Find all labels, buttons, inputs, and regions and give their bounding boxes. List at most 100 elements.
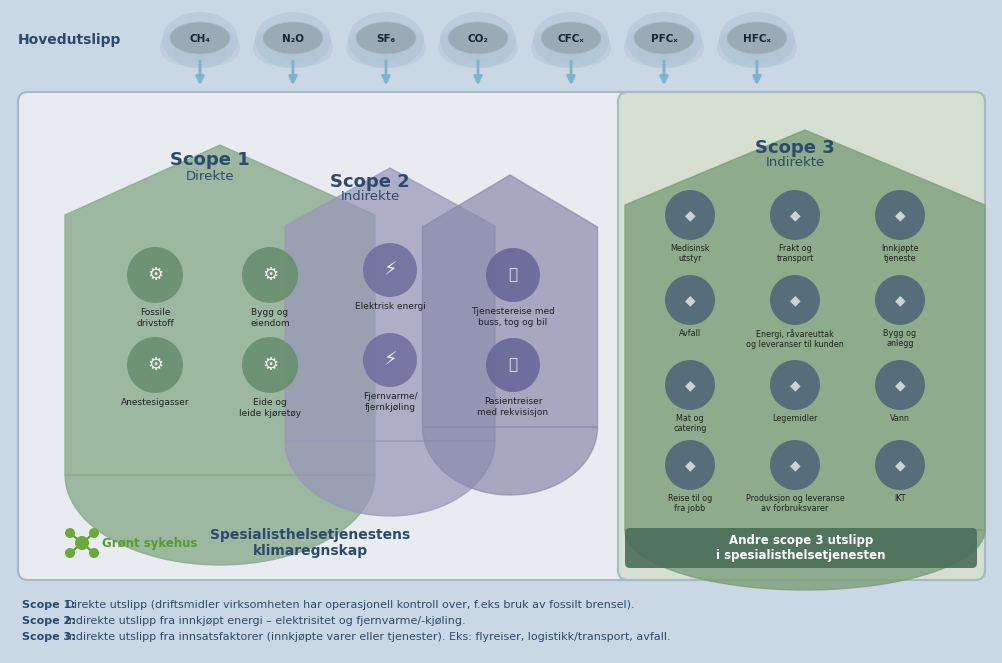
- Text: Reise til og
fra jobb: Reise til og fra jobb: [667, 494, 711, 513]
- Text: 🚌: 🚌: [508, 357, 517, 373]
- Polygon shape: [285, 168, 495, 516]
- Ellipse shape: [730, 40, 767, 68]
- Text: ⚙: ⚙: [262, 266, 278, 284]
- Polygon shape: [65, 145, 375, 565]
- Circle shape: [874, 190, 924, 240]
- Text: Indirekte utslipp fra innsatsfaktorer (innkjøpte varer eller tjenester). Eks: fl: Indirekte utslipp fra innsatsfaktorer (i…: [62, 632, 670, 642]
- Text: Bygg og
eiendom: Bygg og eiendom: [249, 308, 290, 328]
- Circle shape: [770, 440, 820, 490]
- Ellipse shape: [530, 29, 574, 65]
- Ellipse shape: [360, 40, 396, 68]
- Text: ◆: ◆: [684, 378, 694, 392]
- Text: Scope 3:: Scope 3:: [22, 632, 75, 642]
- Ellipse shape: [540, 22, 600, 54]
- Text: CFCₓ: CFCₓ: [557, 34, 584, 44]
- FancyBboxPatch shape: [2, 0, 1000, 98]
- Ellipse shape: [438, 29, 482, 65]
- Ellipse shape: [544, 40, 580, 68]
- Circle shape: [664, 190, 714, 240]
- Circle shape: [241, 337, 298, 393]
- Ellipse shape: [169, 22, 229, 54]
- Text: ⚡: ⚡: [383, 261, 397, 280]
- Text: ⚡: ⚡: [383, 351, 397, 369]
- Text: ◆: ◆: [894, 378, 905, 392]
- Text: Fossile
drivstoff: Fossile drivstoff: [136, 308, 173, 328]
- Ellipse shape: [160, 29, 203, 65]
- Text: ◆: ◆: [684, 293, 694, 307]
- FancyBboxPatch shape: [624, 528, 976, 568]
- Text: 🚌: 🚌: [508, 267, 517, 282]
- Ellipse shape: [267, 40, 303, 68]
- Text: IKT: IKT: [894, 494, 905, 503]
- Text: ⚙: ⚙: [146, 266, 163, 284]
- Ellipse shape: [637, 40, 673, 68]
- Text: HFCₓ: HFCₓ: [742, 34, 771, 44]
- Text: Medisinsk
utstyr: Medisinsk utstyr: [669, 244, 709, 263]
- Ellipse shape: [348, 12, 424, 68]
- Text: Scope 1: Scope 1: [170, 151, 249, 169]
- Circle shape: [89, 528, 99, 538]
- Ellipse shape: [382, 29, 426, 65]
- Circle shape: [874, 275, 924, 325]
- Circle shape: [241, 247, 298, 303]
- Ellipse shape: [452, 40, 488, 68]
- Text: Fjernvarme/
fjernkjøling: Fjernvarme/ fjernkjøling: [363, 392, 417, 412]
- Text: Bygg og
anlegg: Bygg og anlegg: [883, 329, 916, 348]
- Text: Andre scope 3 utslipp
i spesialisthelsetjenesten: Andre scope 3 utslipp i spesialisthelset…: [715, 534, 885, 562]
- Ellipse shape: [532, 12, 608, 68]
- Text: Direkte utslipp (driftsmidler virksomheten har operasjonell kontroll over, f.eks: Direkte utslipp (driftsmidler virksomhet…: [62, 600, 634, 610]
- Circle shape: [664, 440, 714, 490]
- Ellipse shape: [653, 40, 689, 68]
- Ellipse shape: [376, 40, 412, 68]
- Ellipse shape: [162, 12, 237, 68]
- Circle shape: [486, 248, 539, 302]
- Text: ◆: ◆: [894, 293, 905, 307]
- Polygon shape: [624, 130, 984, 590]
- Text: CH₄: CH₄: [189, 34, 210, 44]
- Ellipse shape: [283, 40, 319, 68]
- Ellipse shape: [468, 40, 503, 68]
- Ellipse shape: [253, 29, 297, 65]
- Text: ◆: ◆: [789, 208, 800, 222]
- Circle shape: [65, 528, 75, 538]
- Text: Scope 3: Scope 3: [755, 139, 834, 157]
- Ellipse shape: [633, 22, 693, 54]
- Ellipse shape: [625, 12, 701, 68]
- Ellipse shape: [659, 29, 703, 65]
- Text: Vann: Vann: [889, 414, 909, 423]
- Text: Anestesigasser: Anestesigasser: [120, 398, 189, 407]
- Ellipse shape: [173, 40, 209, 68]
- Circle shape: [363, 243, 417, 297]
- Circle shape: [664, 360, 714, 410]
- Text: Legemidler: Legemidler: [772, 414, 817, 423]
- Text: Mat og
catering: Mat og catering: [672, 414, 706, 434]
- Circle shape: [89, 548, 99, 558]
- Text: Scope 2:: Scope 2:: [22, 616, 76, 626]
- Text: Direkte: Direkte: [185, 170, 234, 182]
- Text: ◆: ◆: [789, 378, 800, 392]
- Circle shape: [486, 338, 539, 392]
- Circle shape: [770, 190, 820, 240]
- Ellipse shape: [195, 29, 239, 65]
- FancyBboxPatch shape: [18, 92, 984, 580]
- Circle shape: [127, 337, 182, 393]
- Text: Scope 2: Scope 2: [330, 173, 410, 191]
- Text: Indirekte utslipp fra innkjøpt energi – elektrisitet og fjernvarme/-kjøling.: Indirekte utslipp fra innkjøpt energi – …: [62, 616, 465, 626]
- Text: Innkjøpte
tjeneste: Innkjøpte tjeneste: [881, 244, 918, 263]
- Polygon shape: [422, 175, 597, 495]
- Ellipse shape: [718, 12, 795, 68]
- Ellipse shape: [448, 22, 507, 54]
- Circle shape: [127, 247, 182, 303]
- Text: Eide og
leide kjøretøy: Eide og leide kjøretøy: [238, 398, 301, 418]
- Circle shape: [770, 275, 820, 325]
- Text: Scope 1:: Scope 1:: [22, 600, 76, 610]
- Ellipse shape: [263, 22, 323, 54]
- Circle shape: [874, 440, 924, 490]
- Ellipse shape: [255, 12, 331, 68]
- Ellipse shape: [716, 29, 761, 65]
- Text: SF₆: SF₆: [376, 34, 395, 44]
- Text: Avfall: Avfall: [678, 329, 700, 338]
- Ellipse shape: [440, 12, 515, 68]
- Ellipse shape: [726, 22, 787, 54]
- Circle shape: [65, 548, 75, 558]
